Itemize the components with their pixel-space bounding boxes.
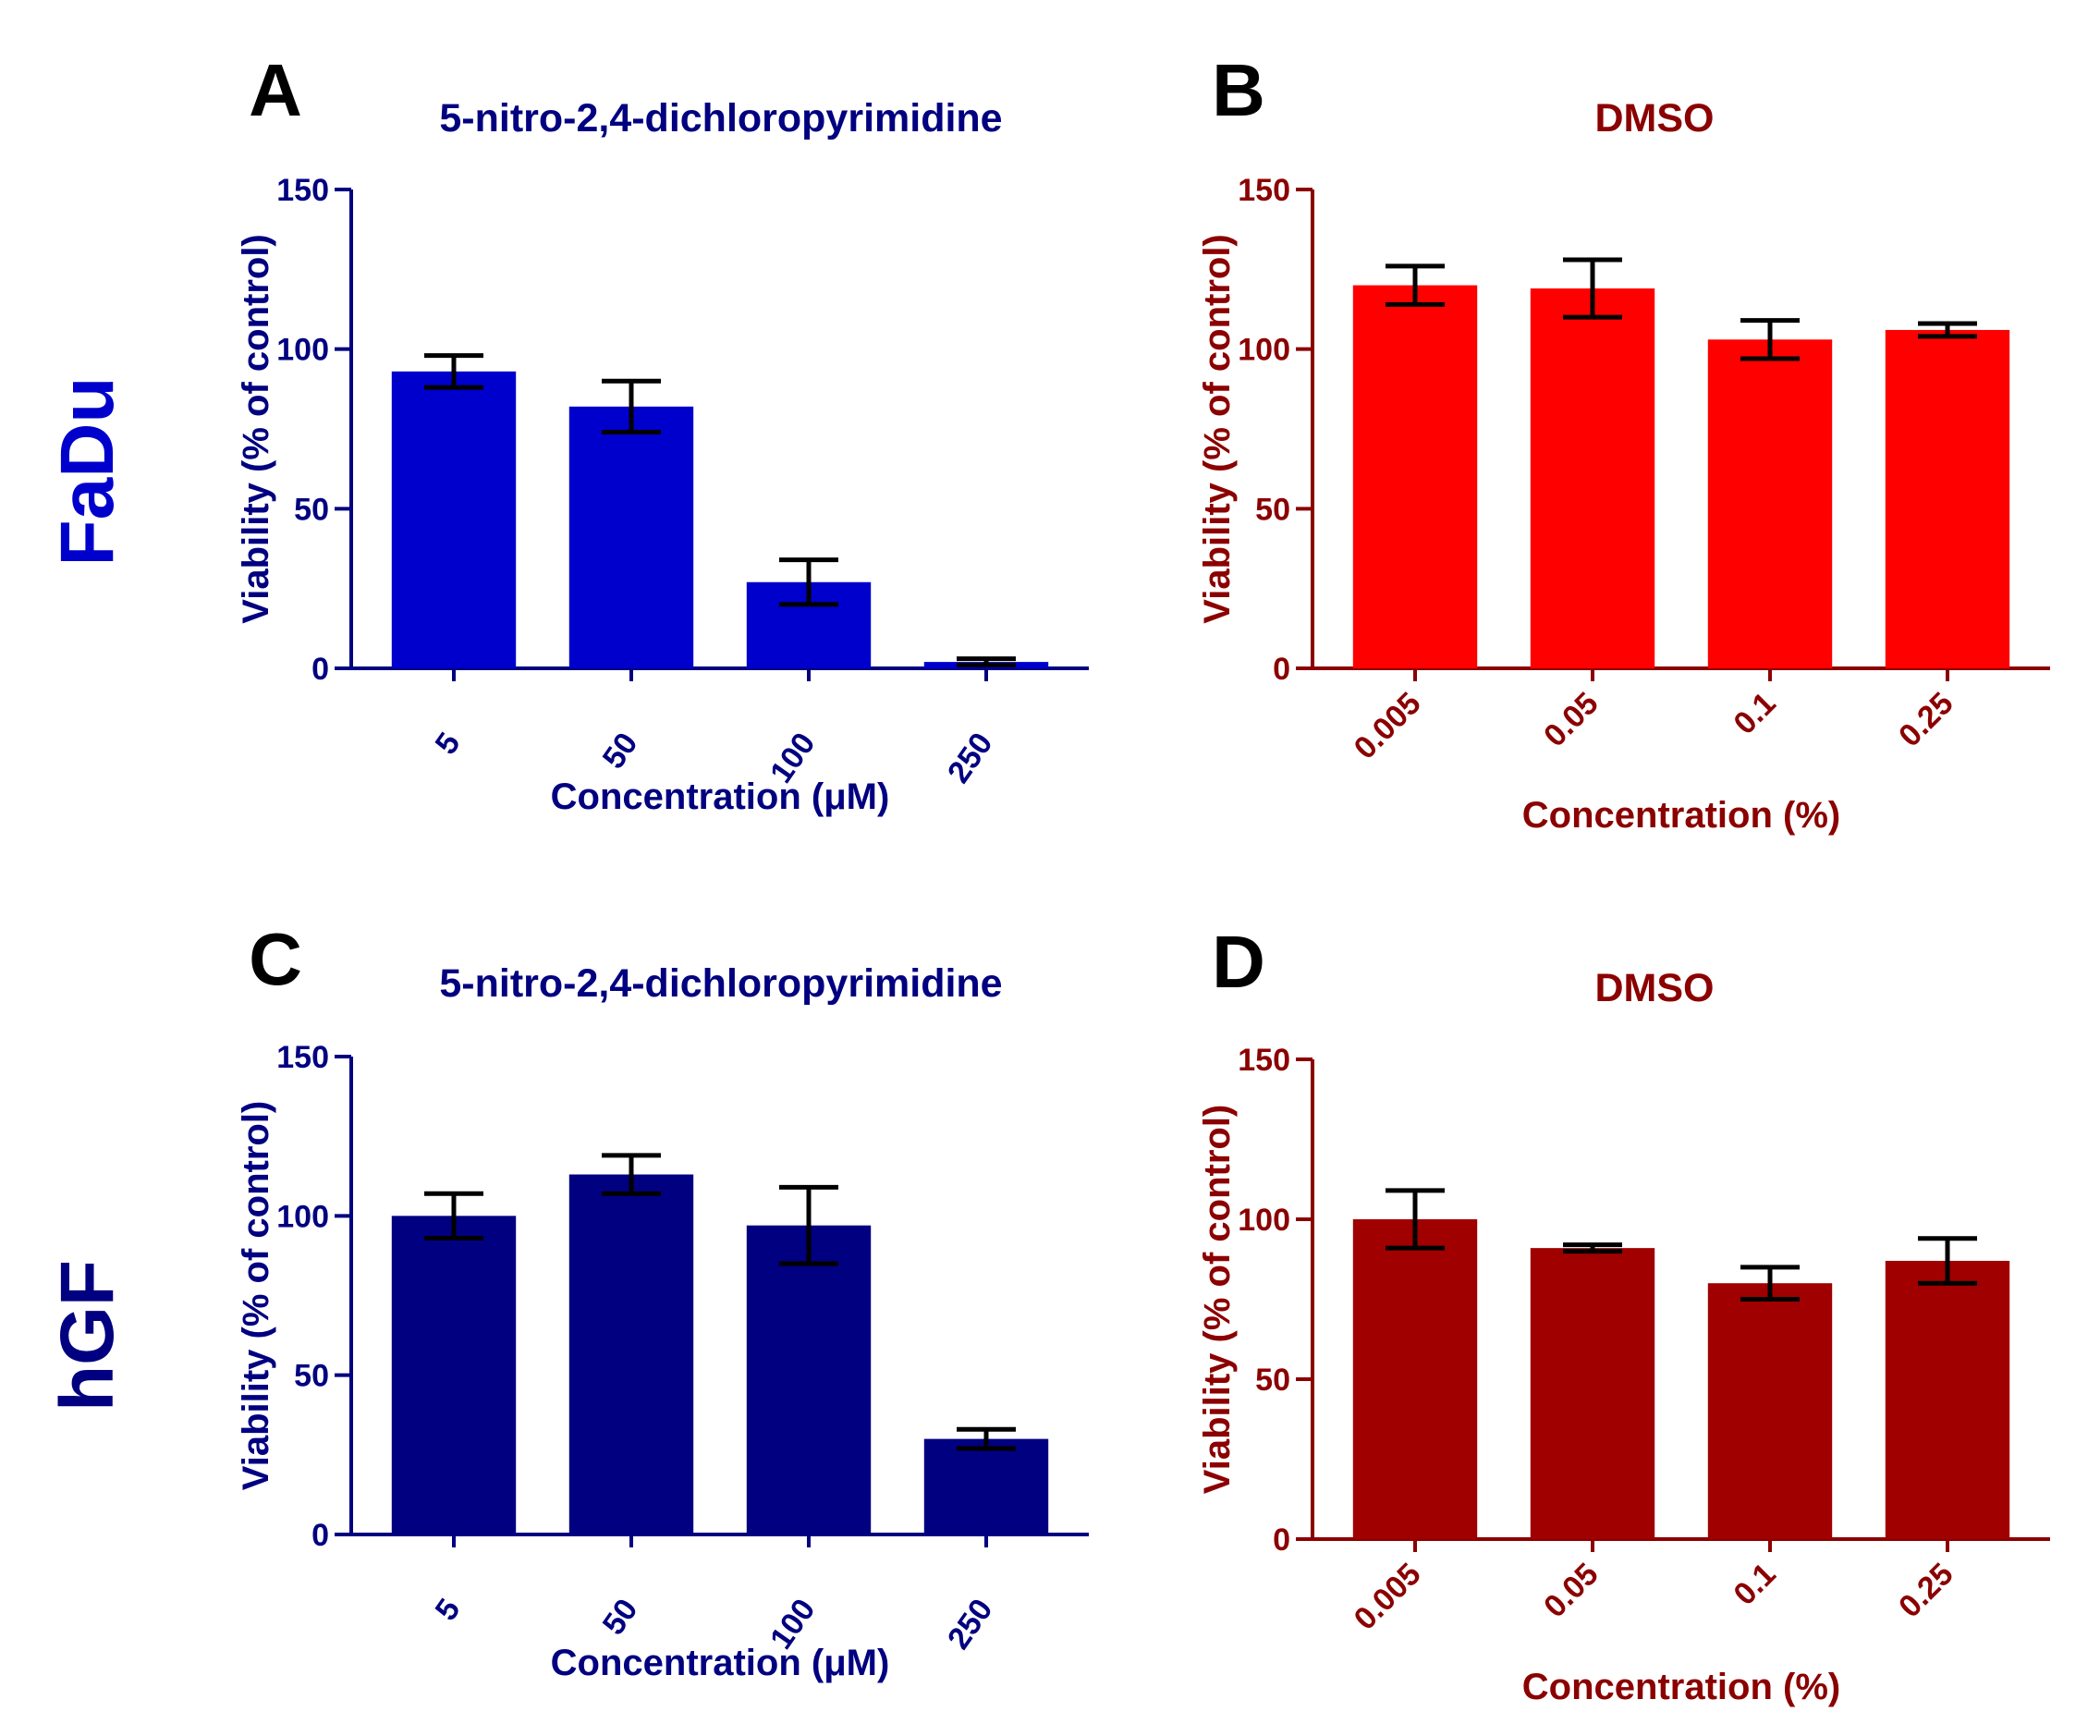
y-tick-label: 150 — [1238, 1043, 1290, 1078]
x-axis-label: Concentration (μM) — [551, 776, 890, 817]
y-tick-label: 50 — [1255, 1363, 1290, 1398]
bar — [746, 1225, 872, 1534]
row-label-fadu: FaDu — [45, 377, 129, 567]
y-tick-label: 50 — [294, 1359, 329, 1394]
y-tick-label: 0 — [311, 652, 329, 687]
x-tick-label: 0.1 — [1727, 686, 1782, 741]
y-axis-label: Viability (% of control) — [236, 1101, 276, 1491]
row-label-hgf: hGF — [45, 1260, 129, 1412]
y-tick-label: 100 — [276, 333, 329, 368]
x-tick-label: 5 — [429, 727, 468, 761]
bar — [1352, 285, 1478, 668]
chart-title: DMSO — [1595, 966, 1715, 1010]
x-tick-label: 50 — [596, 1593, 645, 1642]
x-tick-label: 0.005 — [1348, 686, 1428, 766]
y-tick-label: 50 — [294, 492, 329, 527]
bar — [1885, 329, 2010, 668]
y-tick-label: 150 — [276, 1040, 329, 1075]
x-tick-label: 0.005 — [1348, 1557, 1428, 1637]
panel-a: A 5-nitro-2,4-dichloropyrimidine Viability… — [236, 49, 1089, 817]
y-tick-label: 150 — [1238, 173, 1290, 208]
x-axis-label: Concentration (%) — [1522, 1667, 1840, 1707]
x-tick-label: 250 — [941, 727, 1000, 789]
bar — [391, 1216, 517, 1534]
x-axis-label: Concentration (μM) — [551, 1643, 890, 1683]
x-tick-label: 0.05 — [1537, 1557, 1606, 1625]
x-tick-label: 0.25 — [1892, 686, 1960, 754]
bar — [391, 371, 517, 668]
bar — [923, 1438, 1049, 1534]
x-tick-label: 5 — [429, 1593, 468, 1627]
panel-d: D DMSO Viability (% of control) 0 50 100 150 0.… — [1197, 921, 2050, 1707]
y-tick-label: 0 — [1273, 1522, 1290, 1558]
chart-title: DMSO — [1595, 96, 1715, 141]
y-tick-label: 0 — [311, 1518, 329, 1553]
panel-b: B DMSO Viability (% of control) 0 50 100 150 0.… — [1197, 49, 2050, 836]
y-axis-label: Viability (% of control) — [1197, 234, 1238, 624]
y-axis-label: Viability (% of control) — [236, 234, 276, 624]
bar — [1530, 1248, 1655, 1539]
bar — [1707, 339, 1833, 668]
x-tick-label: 0.25 — [1892, 1557, 1960, 1625]
y-tick-label: 100 — [276, 1199, 329, 1234]
panel-letter: C — [249, 918, 302, 1000]
x-tick-label: 250 — [941, 1593, 1000, 1656]
x-axis-label: Concentration (%) — [1522, 795, 1840, 836]
x-tick-label: 0.1 — [1727, 1557, 1782, 1612]
chart-title: 5-nitro-2,4-dichloropyrimidine — [439, 961, 1002, 1006]
y-tick-label: 100 — [1238, 333, 1290, 368]
y-tick-label: 150 — [276, 173, 329, 208]
y-tick-label: 0 — [1273, 652, 1290, 687]
y-tick-label: 100 — [1238, 1203, 1290, 1238]
chart-title: 5-nitro-2,4-dichloropyrimidine — [439, 96, 1002, 141]
bar — [568, 406, 694, 668]
bar — [1707, 1283, 1833, 1539]
bar — [568, 1174, 694, 1534]
bar — [1885, 1260, 2010, 1539]
panel-letter: A — [249, 49, 302, 131]
y-axis-label: Viability (% of control) — [1197, 1105, 1238, 1495]
panel-c: C 5-nitro-2,4-dichloropyrimidine Viability… — [236, 918, 1089, 1683]
y-tick-label: 50 — [1255, 492, 1290, 527]
bar — [1530, 288, 1655, 668]
panel-letter: B — [1212, 49, 1265, 131]
panel-letter: D — [1212, 921, 1265, 1003]
bar — [1352, 1219, 1478, 1539]
x-tick-label: 50 — [596, 727, 645, 776]
x-tick-label: 0.05 — [1537, 686, 1606, 754]
